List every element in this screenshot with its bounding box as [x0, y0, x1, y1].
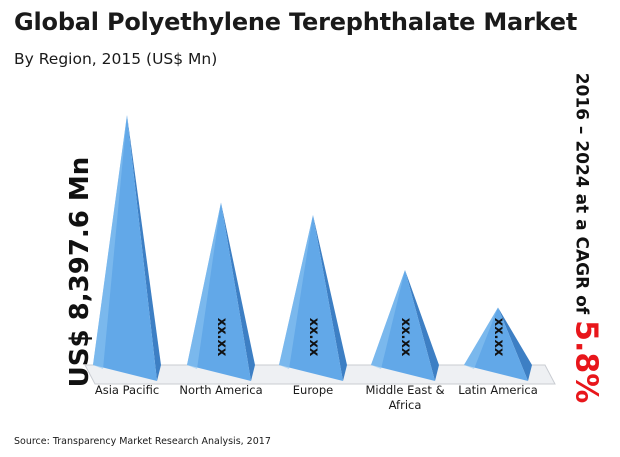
pyramid-series: [93, 115, 532, 381]
market-value-callout: US$ 8,397.6 Mn: [65, 156, 95, 388]
value-label: xx.xx: [306, 318, 321, 357]
cagr-prefix: 2016 – 2024 at a CAGR of: [571, 72, 592, 321]
value-labels: xx.xx xx.xx xx.xx xx.xx: [214, 318, 506, 357]
category-label: Middle East & Africa: [365, 383, 444, 412]
category-label: Latin America: [458, 383, 538, 397]
pyramid-north-america: [187, 202, 255, 381]
category-label: Europe: [293, 383, 333, 397]
pyramid-middle-east-africa: [371, 270, 439, 381]
category-labels: Asia Pacific North America Europe Middle Ea…: [95, 383, 538, 412]
chart-title: Global Polyethylene Terephthalate Market: [14, 8, 578, 36]
value-label: xx.xx: [491, 318, 506, 357]
cagr-callout: 2016 – 2024 at a CAGR of 5.8%: [569, 73, 604, 404]
pyramid-latin-america: [464, 307, 532, 381]
value-label: xx.xx: [214, 318, 229, 357]
category-label: Asia Pacific: [95, 383, 159, 397]
category-label: North America: [179, 383, 262, 397]
source-note: Source: Transparency Market Research Ana…: [14, 436, 271, 447]
pyramid-europe: [279, 215, 347, 381]
chart-subtitle: By Region, 2015 (US$ Mn): [14, 50, 218, 68]
cagr-value: 5.8%: [568, 320, 604, 404]
value-label: xx.xx: [398, 318, 413, 357]
pyramid-asia-pacific: [93, 115, 161, 381]
